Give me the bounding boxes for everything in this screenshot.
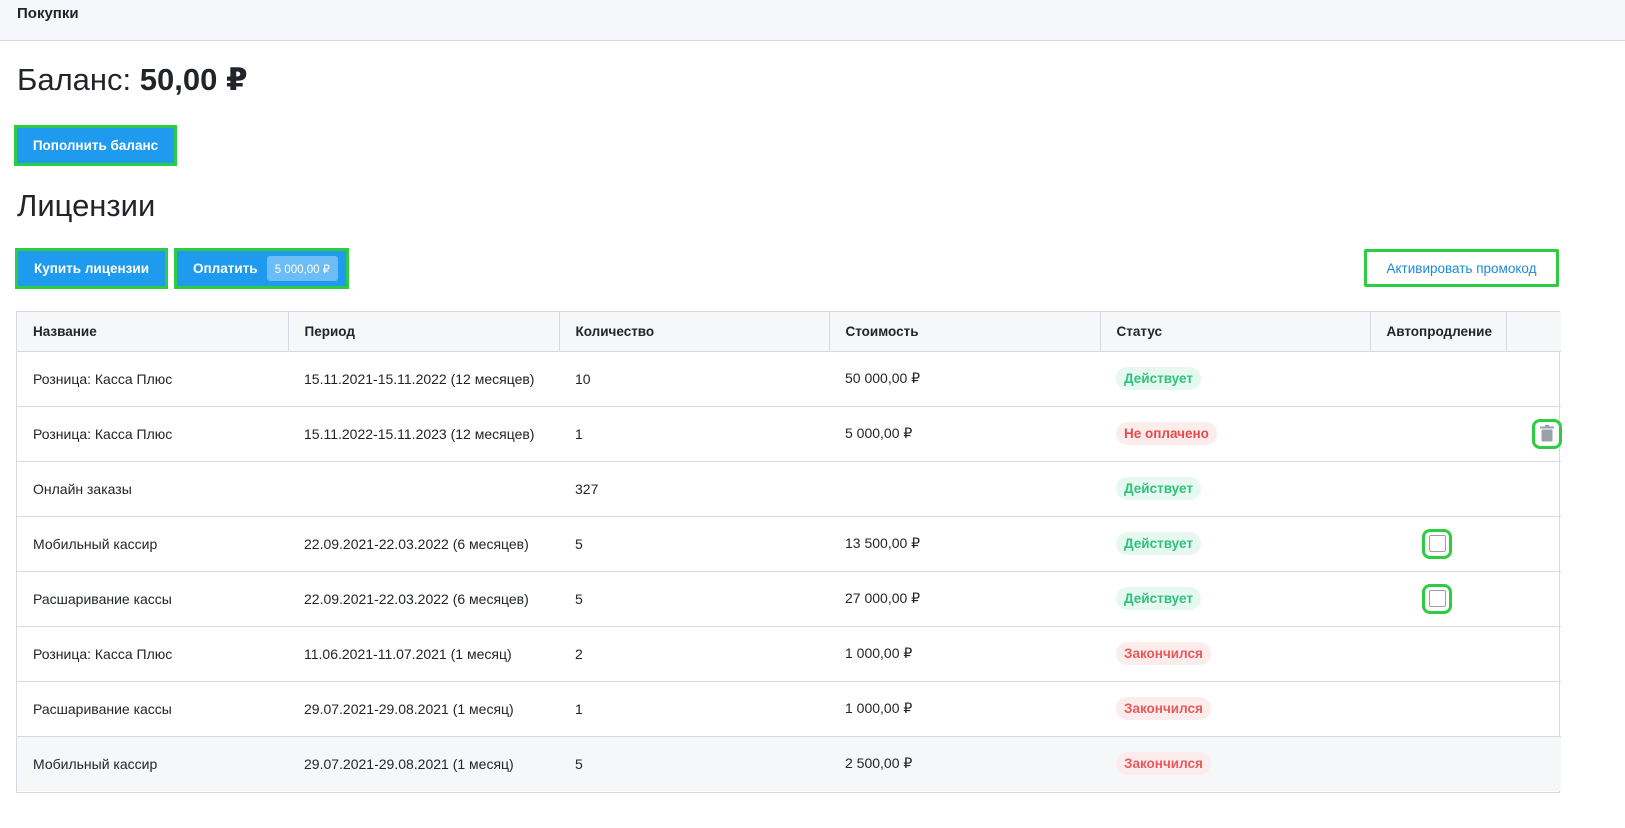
- license-autorenew-cell: [1370, 571, 1506, 627]
- balance-amount: 50,00 ₽: [139, 62, 248, 97]
- column-header-autorenew[interactable]: Автопродление: [1370, 312, 1507, 352]
- autorenew-checkbox[interactable]: [1422, 583, 1452, 614]
- balance-display: Баланс: 50,00 ₽: [17, 62, 248, 98]
- license-actions-cell: [1506, 626, 1561, 682]
- license-quantity: 5: [559, 736, 829, 791]
- license-cost: 5 000,00 ₽: [829, 406, 1100, 462]
- table-header-row: Название Период Количество Стоимость Ста…: [17, 312, 1561, 352]
- status-badge: Действует: [1116, 367, 1201, 390]
- license-cost: 1 000,00 ₽: [829, 681, 1100, 737]
- checkbox-box: [1428, 590, 1446, 607]
- licenses-table: Название Период Количество Стоимость Ста…: [16, 311, 1562, 793]
- license-name: Расшаривание кассы: [17, 571, 288, 627]
- pay-button-label: Оплатить: [193, 261, 258, 276]
- buy-licenses-button[interactable]: Купить лицензии: [15, 248, 168, 289]
- license-quantity: 1: [559, 406, 829, 462]
- license-quantity: 5: [559, 571, 829, 627]
- license-name: Розница: Касса Плюс: [17, 351, 288, 407]
- status-badge: Действует: [1116, 587, 1201, 610]
- status-badge: Не оплачено: [1116, 422, 1217, 445]
- license-quantity: 5: [559, 516, 829, 572]
- license-period: 15.11.2021-15.11.2022 (12 месяцев): [288, 351, 559, 407]
- table-row: Мобильный кассир 29.07.2021-29.08.2021 (…: [17, 736, 1561, 791]
- license-cost: 13 500,00 ₽: [829, 516, 1100, 572]
- licenses-heading: Лицензии: [17, 188, 156, 223]
- license-name: Мобильный кассир: [17, 736, 288, 791]
- license-status-cell: Действует: [1100, 351, 1370, 407]
- license-period: 11.06.2021-11.07.2021 (1 месяц): [288, 626, 559, 682]
- delete-button[interactable]: [1532, 418, 1562, 449]
- license-cost: 1 000,00 ₽: [829, 626, 1100, 682]
- pay-amount-badge: 5 000,00 ₽: [266, 256, 338, 281]
- page-title: Покупки: [17, 5, 79, 22]
- autorenew-checkbox[interactable]: [1422, 528, 1452, 559]
- status-badge: Закончился: [1116, 752, 1211, 776]
- license-quantity: 2: [559, 626, 829, 682]
- license-quantity: 1: [559, 681, 829, 737]
- balance-label: Баланс:: [17, 62, 132, 97]
- license-cost: 50 000,00 ₽: [829, 351, 1100, 407]
- column-header-name[interactable]: Название: [17, 312, 289, 352]
- license-actions-cell: [1506, 736, 1561, 791]
- license-cost: 2 500,00 ₽: [829, 736, 1100, 791]
- license-actions-cell: [1506, 461, 1561, 517]
- license-autorenew-cell: [1370, 461, 1506, 517]
- table-row: Розница: Касса Плюс 15.11.2022-15.11.202…: [17, 406, 1562, 462]
- status-badge: Закончился: [1116, 642, 1211, 665]
- license-period: 29.07.2021-29.08.2021 (1 месяц): [288, 681, 559, 737]
- license-actions-cell: [1506, 516, 1561, 572]
- license-status-cell: Действует: [1100, 461, 1370, 517]
- column-header-actions: [1506, 312, 1561, 352]
- license-quantity: 327: [559, 461, 829, 517]
- column-header-status[interactable]: Статус: [1100, 312, 1371, 352]
- license-status-cell: Действует: [1100, 516, 1370, 572]
- table-row: Мобильный кассир 22.09.2021-22.03.2022 (…: [17, 516, 1561, 572]
- license-quantity: 10: [559, 351, 829, 407]
- license-status-cell: Закончился: [1100, 681, 1370, 737]
- license-autorenew-cell: [1370, 516, 1506, 572]
- activate-promo-button[interactable]: Активировать промокод: [1364, 249, 1559, 287]
- license-status-cell: Закончился: [1100, 626, 1370, 682]
- table-row: Розница: Касса Плюс 11.06.2021-11.07.202…: [17, 626, 1561, 682]
- license-status-cell: Закончился: [1100, 736, 1370, 791]
- license-period: 22.09.2021-22.03.2022 (6 месяцев): [288, 516, 559, 572]
- license-cost: [829, 461, 1100, 517]
- license-actions-cell: [1506, 351, 1561, 407]
- license-status-cell: Не оплачено: [1100, 406, 1370, 462]
- license-name: Расшаривание кассы: [17, 681, 288, 737]
- license-name: Розница: Касса Плюс: [17, 626, 288, 682]
- license-period: 22.09.2021-22.03.2022 (6 месяцев): [288, 571, 559, 627]
- license-name: Онлайн заказы: [17, 461, 288, 517]
- license-period: 29.07.2021-29.08.2021 (1 месяц): [288, 736, 559, 791]
- checkbox-box: [1428, 535, 1446, 552]
- license-autorenew-cell: [1370, 626, 1506, 682]
- license-autorenew-cell: [1370, 406, 1506, 462]
- license-period: 15.11.2022-15.11.2023 (12 месяцев): [288, 406, 559, 462]
- license-autorenew-cell: [1370, 681, 1506, 737]
- trash-icon: [1540, 425, 1554, 442]
- license-actions-cell: [1506, 406, 1562, 462]
- topup-balance-button[interactable]: Пополнить баланс: [14, 125, 177, 166]
- status-badge: Закончился: [1116, 697, 1211, 720]
- license-name: Мобильный кассир: [17, 516, 288, 572]
- license-actions-cell: [1506, 681, 1561, 737]
- column-header-period[interactable]: Период: [288, 312, 560, 352]
- license-autorenew-cell: [1370, 736, 1506, 791]
- status-badge: Действует: [1116, 532, 1201, 555]
- top-bar: Покупки: [0, 0, 1625, 41]
- table-row: Розница: Касса Плюс 15.11.2021-15.11.202…: [17, 351, 1561, 407]
- license-status-cell: Действует: [1100, 571, 1370, 627]
- license-actions-cell: [1506, 571, 1561, 627]
- table-row: Расшаривание кассы 22.09.2021-22.03.2022…: [17, 571, 1561, 627]
- license-cost: 27 000,00 ₽: [829, 571, 1100, 627]
- table-row: Онлайн заказы 327 Действует: [17, 461, 1561, 517]
- pay-button[interactable]: Оплатить 5 000,00 ₽: [174, 248, 349, 289]
- table-row: Расшаривание кассы 29.07.2021-29.08.2021…: [17, 681, 1561, 737]
- license-period: [288, 461, 559, 517]
- status-badge: Действует: [1116, 477, 1201, 500]
- column-header-quantity[interactable]: Количество: [559, 312, 830, 352]
- license-autorenew-cell: [1370, 351, 1506, 407]
- license-name: Розница: Касса Плюс: [17, 406, 288, 462]
- column-header-cost[interactable]: Стоимость: [829, 312, 1101, 352]
